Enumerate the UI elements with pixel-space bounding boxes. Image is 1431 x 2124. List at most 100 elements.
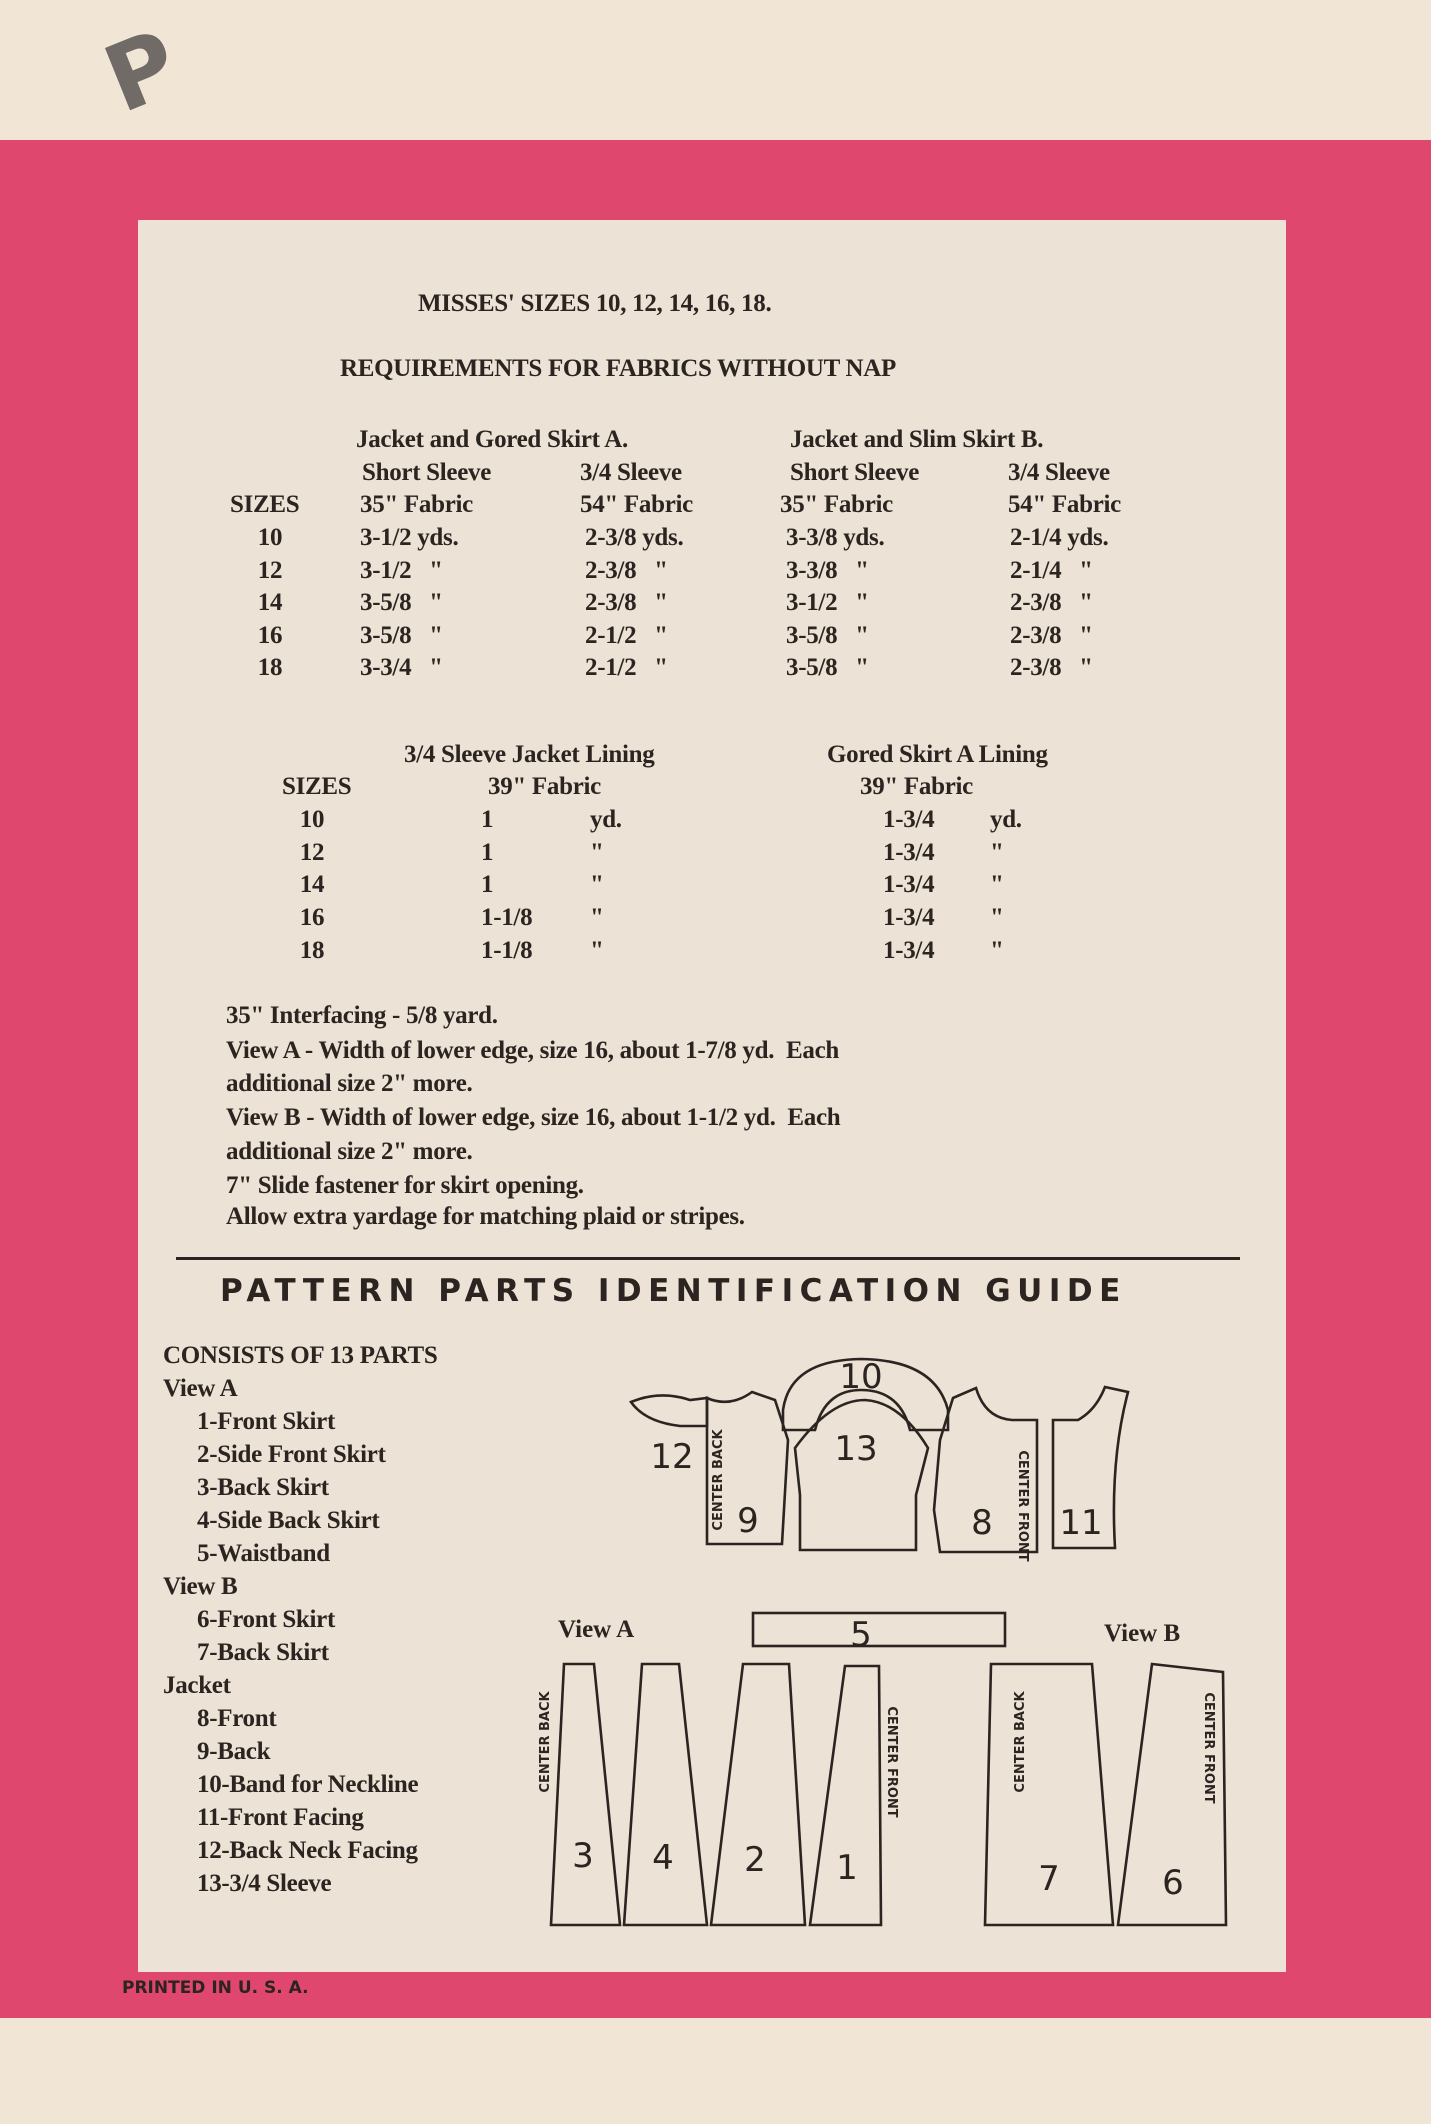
piece-11 (1051, 1385, 1130, 1550)
sleeve-header: 3/4 Sleeve (580, 459, 682, 486)
lining-amount: 1-3/4 (883, 871, 935, 899)
view-b-label: View B (1104, 1620, 1180, 1647)
part-item: 10-Band for Neckline (197, 1771, 419, 1798)
piece-9 (705, 1390, 790, 1546)
piece-3 (549, 1662, 622, 1927)
sizes-title: MISSES' SIZES 10, 12, 14, 16, 18. (418, 290, 772, 317)
label-5: 5 (850, 1615, 872, 1655)
label-10: 10 (839, 1357, 882, 1397)
yardage-cell: 2-3/8 " (585, 556, 668, 584)
part-item: 4-Side Back Skirt (197, 1507, 380, 1534)
lining-unit: " (590, 871, 604, 899)
part-item: 2-Side Front Skirt (197, 1441, 386, 1468)
size-cell: 16 (257, 621, 283, 649)
size-cell: 14 (257, 589, 283, 616)
yardage-cell: 3-1/2 yds. (360, 524, 459, 551)
size-cell: 12 (299, 838, 325, 866)
yardage-cell: 2-3/8 " (585, 589, 668, 616)
piece-6 (1116, 1662, 1228, 1927)
group-header: Jacket and Gored Skirt A. (356, 426, 628, 453)
group-header: Jacket and Slim Skirt B. (790, 426, 1044, 453)
yardage-cell: 3-1/2 " (360, 556, 443, 584)
label-11: 11 (1059, 1503, 1102, 1543)
guide-heading: PATTERN PARTS IDENTIFICATION GUIDE (220, 1273, 1127, 1309)
part-item: 5-Waistband (197, 1540, 330, 1567)
yardage-cell: 2-1/4 " (1010, 556, 1093, 584)
size-cell: 18 (299, 936, 325, 964)
yardage-cell: 2-1/4 yds. (1010, 524, 1109, 551)
piece-2 (709, 1662, 807, 1927)
lining-unit: " (990, 936, 1004, 964)
label-4: 4 (652, 1838, 674, 1878)
lining-amount: 1 (481, 871, 494, 899)
fabric-header: 54" Fabric (580, 491, 693, 518)
piece-13 (793, 1398, 930, 1552)
center-back-label: CENTER BACK (1013, 1690, 1028, 1792)
part-item: 1-Front Skirt (197, 1408, 335, 1435)
note-line: View B - Width of lower edge, size 16, a… (226, 1104, 841, 1131)
yardage-cell: 2-3/8 yds. (585, 524, 684, 551)
piece-7 (983, 1662, 1115, 1927)
lining-unit: " (590, 904, 604, 932)
parts-section-title: View A (163, 1375, 238, 1402)
center-front-label: CENTER FRONT (884, 1706, 899, 1817)
label-3: 3 (572, 1836, 594, 1876)
yardage-cell: 3-1/2 " (786, 589, 869, 616)
label-12: 12 (650, 1437, 693, 1477)
sizes-header: SIZES (282, 773, 352, 800)
lining-unit: yd. (990, 806, 1022, 833)
fabric-header: 39" Fabric (860, 773, 973, 800)
label-1: 1 (836, 1848, 858, 1888)
lining-amount: 1-3/4 (883, 936, 935, 964)
size-cell: 14 (299, 871, 325, 899)
part-item: 13-3/4 Sleeve (197, 1870, 332, 1897)
size-cell: 10 (299, 806, 325, 833)
sizes-header: SIZES (230, 491, 300, 518)
requirements-heading: REQUIREMENTS FOR FABRICS WITHOUT NAP (340, 355, 896, 382)
lining-unit: yd. (590, 806, 622, 833)
yardage-cell: 3-5/8 " (786, 621, 869, 649)
lining-amount: 1 (481, 806, 494, 833)
label-7: 7 (1038, 1859, 1060, 1899)
piece-4 (622, 1662, 709, 1927)
view-a-label: View A (558, 1616, 634, 1643)
size-cell: 16 (299, 904, 325, 932)
info-card (138, 220, 1286, 1972)
pattern-diagram: 12 9 13 10 8 11 5 3 4 2 1 7 6 View A Vie… (538, 1357, 1228, 1927)
yardage-cell: 2-1/2 " (585, 654, 668, 681)
yardage-cell: 3-5/8 " (360, 621, 443, 649)
label-2: 2 (744, 1840, 766, 1880)
piece-5 (751, 1611, 1007, 1648)
piece-1 (808, 1664, 883, 1927)
parts-count: CONSISTS OF 13 PARTS (163, 1342, 438, 1369)
sleeve-header: 3/4 Sleeve (1008, 459, 1110, 486)
part-item: 3-Back Skirt (197, 1474, 329, 1501)
piece-8 (932, 1386, 1039, 1554)
note-line: additional size 2" more. (226, 1070, 473, 1097)
part-item: 11-Front Facing (197, 1804, 364, 1831)
lining-header: Gored Skirt A Lining (827, 741, 1048, 768)
lining-amount: 1-1/8 (481, 936, 533, 964)
part-item: 7-Back Skirt (197, 1639, 329, 1666)
lining-amount: 1-3/4 (883, 904, 935, 932)
p-stamp-mark: P (90, 9, 194, 134)
yardage-cell: 2-1/2 " (585, 621, 668, 649)
size-cell: 10 (257, 524, 283, 551)
center-back-label: CENTER BACK (711, 1428, 726, 1530)
fabric-header: 39" Fabric (488, 773, 601, 800)
lining-amount: 1-3/4 (883, 838, 935, 866)
center-back-label: CENTER BACK (538, 1690, 553, 1792)
fabric-header: 35" Fabric (360, 491, 473, 518)
center-front-label: CENTER FRONT (1201, 1692, 1216, 1803)
fabric-header: 35" Fabric (780, 491, 893, 518)
center-front-label: CENTER FRONT (1015, 1450, 1030, 1561)
parts-section-title: View B (163, 1573, 238, 1600)
lining-unit: " (990, 871, 1004, 899)
lining-unit: " (990, 904, 1004, 932)
yardage-cell: 3-3/8 " (786, 556, 869, 584)
printed-in-usa: PRINTED IN U. S. A. (122, 1978, 309, 1998)
lining-unit: " (590, 838, 604, 866)
lining-amount: 1-1/8 (481, 904, 533, 932)
label-13: 13 (834, 1429, 877, 1469)
fabric-header: 54" Fabric (1008, 491, 1121, 518)
